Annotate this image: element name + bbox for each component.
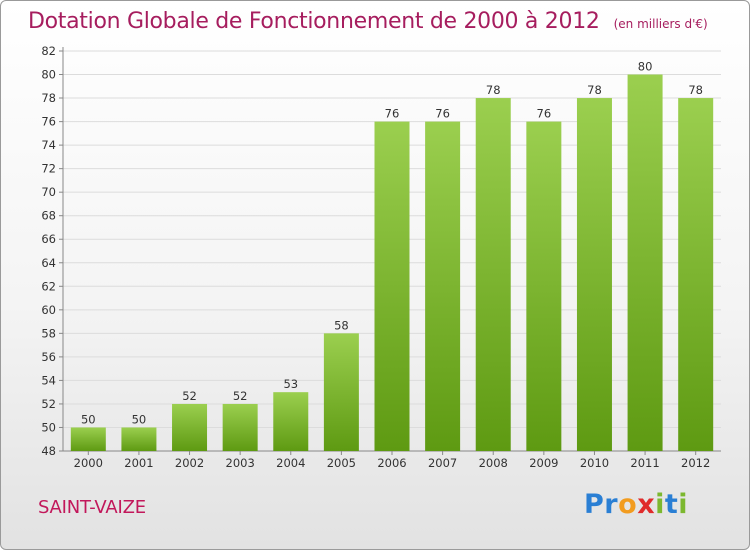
data-label: 50	[132, 412, 147, 426]
data-label: 76	[435, 107, 450, 121]
y-tick-label: 82	[41, 44, 56, 58]
y-tick-label: 72	[41, 162, 56, 176]
y-tick-label: 78	[41, 91, 56, 105]
x-tick-label: 2012	[681, 456, 710, 470]
x-tick-label: 2002	[175, 456, 204, 470]
bar	[121, 427, 157, 451]
bar	[627, 74, 663, 451]
x-tick-label: 2007	[428, 456, 457, 470]
bars	[70, 74, 714, 452]
y-tick-label: 80	[41, 68, 56, 82]
bar	[678, 98, 714, 451]
x-tick-label: 2000	[74, 456, 103, 470]
y-tick-label: 48	[41, 444, 56, 458]
x-tick-label: 2006	[377, 456, 406, 470]
y-tick-label: 76	[41, 115, 56, 129]
x-tick-label: 2003	[226, 456, 255, 470]
x-tick-label: 2005	[327, 456, 356, 470]
data-label: 52	[233, 389, 248, 403]
y-tick-label: 56	[41, 350, 56, 364]
y-tick-label: 64	[41, 256, 56, 270]
data-label: 78	[587, 83, 602, 97]
chart-subtitle: (en milliers d'€)	[613, 17, 708, 31]
y-tick-label: 50	[41, 420, 56, 434]
x-tick-label: 2004	[276, 456, 305, 470]
data-label: 76	[385, 107, 400, 121]
x-tick-label: 2008	[479, 456, 508, 470]
data-label: 53	[283, 377, 298, 391]
x-tick-label: 2010	[580, 456, 609, 470]
bar	[425, 121, 461, 452]
y-tick-label: 74	[41, 138, 56, 152]
y-tick-label: 66	[41, 232, 56, 246]
y-tick-label: 58	[41, 326, 56, 340]
data-label: 78	[688, 83, 703, 97]
bar	[374, 121, 410, 452]
data-label: 58	[334, 318, 349, 332]
bar	[475, 98, 511, 451]
bar	[273, 392, 309, 451]
y-tick-label: 68	[41, 209, 56, 223]
y-tick-label: 62	[41, 279, 56, 293]
bar	[172, 403, 208, 451]
data-label: 80	[638, 60, 653, 74]
labels: 50 2000 50 2001 52 2002 52 2003 53 2004 58 2005 76 20…	[74, 60, 711, 470]
chart-title: Dotation Globale de Fonctionnement de 20…	[28, 9, 708, 34]
y-tick-label: 60	[41, 303, 56, 317]
data-label: 76	[537, 107, 552, 121]
data-label: 52	[182, 389, 197, 403]
bar	[323, 333, 359, 451]
data-label: 78	[486, 83, 501, 97]
commune-name: SAINT-VAIZE	[38, 497, 146, 518]
chart-title-text: Dotation Globale de Fonctionnement de 20…	[28, 9, 600, 34]
x-tick-label: 2011	[630, 456, 659, 470]
bar	[526, 121, 562, 452]
bar	[70, 427, 106, 451]
bar	[576, 98, 612, 451]
x-tick-label: 2001	[124, 456, 153, 470]
y-tick-label: 54	[41, 373, 56, 387]
bar-chart: 48 50 52 54 56 58 60 62 64 66 68 70 72 74 76 78 80 82 50 2…	[41, 44, 721, 470]
y-tick-label: 70	[41, 185, 56, 199]
data-label: 50	[81, 412, 96, 426]
bar	[222, 403, 258, 451]
x-tick-label: 2009	[529, 456, 558, 470]
y-tick-label: 52	[41, 397, 56, 411]
proxiti-logo: Proxiti	[584, 489, 689, 520]
